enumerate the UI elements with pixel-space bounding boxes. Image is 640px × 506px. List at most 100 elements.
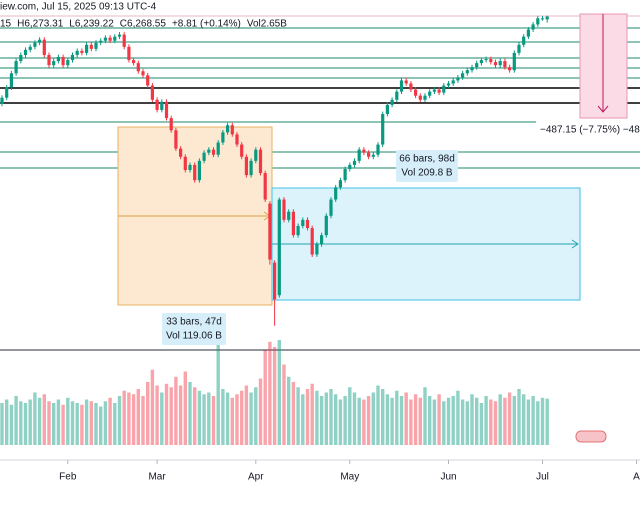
candle-body: [404, 80, 408, 84]
volume-bar: [164, 383, 169, 445]
volume-bar: [338, 399, 343, 445]
candle-body: [287, 211, 291, 220]
legend-item: C6,268.55: [120, 19, 167, 30]
volume-bar: [122, 390, 126, 445]
label-box: [536, 120, 640, 138]
volume-bar: [19, 401, 23, 445]
volume-bar: [376, 385, 380, 445]
candle-body: [80, 50, 84, 53]
candle-body: [127, 46, 131, 61]
volume-bar: [381, 389, 385, 445]
candle-body: [103, 37, 107, 41]
candle-body: [305, 219, 310, 229]
volume-bar: [75, 403, 79, 445]
volume-bar: [23, 403, 28, 445]
candle-body: [221, 132, 225, 143]
volume-bar: [470, 394, 474, 445]
volume-bar: [33, 392, 37, 445]
volume-bar: [0, 403, 4, 445]
candle-body: [277, 199, 281, 296]
volume-bar: [127, 392, 131, 445]
volume-bar: [456, 390, 460, 445]
candle-body: [244, 156, 248, 176]
volume-bar: [489, 399, 493, 445]
candle-body: [367, 152, 371, 157]
legend-item: Vol2.65B: [247, 19, 287, 30]
candle-body: [0, 97, 4, 104]
candle-body: [296, 225, 300, 236]
volume-bar: [545, 398, 549, 445]
candle-body: [451, 80, 455, 84]
event-icon[interactable]: [575, 430, 607, 443]
series: [0, 15, 549, 445]
candle-body: [291, 211, 295, 236]
candle-body: [432, 89, 436, 92]
volume-bar: [150, 369, 155, 445]
candle-body: [338, 180, 342, 188]
x-tick-label: Jul: [536, 472, 549, 483]
x-tick-label: May: [340, 472, 359, 483]
volume-bar: [141, 396, 145, 445]
volume-bar: [197, 390, 202, 445]
legend-item: H6,273.31: [17, 19, 64, 30]
candle-body: [489, 59, 493, 63]
volume-bar: [475, 397, 479, 445]
candle-body: [273, 262, 277, 300]
volume-bar: [526, 399, 531, 445]
candle-body: [263, 173, 267, 200]
candle-body: [70, 54, 75, 61]
volume-bar: [301, 394, 305, 445]
candle-body: [399, 80, 404, 92]
candle-body: [132, 60, 136, 64]
volume-bar: [319, 396, 324, 445]
candle-body: [418, 95, 422, 100]
candle-body: [66, 60, 70, 66]
volume-bar: [244, 385, 249, 445]
volume-bar: [517, 389, 521, 445]
volume-bar: [146, 382, 150, 445]
volume-bar: [117, 396, 122, 445]
range-label: Vol 119.06 B: [166, 331, 222, 342]
candle-body: [423, 95, 427, 100]
volume-bar: [268, 341, 272, 445]
candle-body: [536, 18, 540, 25]
candle-body: [362, 149, 366, 153]
volume-bar: [324, 392, 328, 445]
candle-body: [19, 54, 23, 62]
volume-bar: [498, 394, 502, 445]
volume-bar: [272, 347, 277, 445]
volume-bar: [277, 340, 281, 445]
volume-bar: [310, 383, 314, 445]
candle-body: [216, 142, 220, 155]
source: iew.com, Jul 15, 2025 09:13 UTC-4: [0, 2, 157, 13]
candle-body: [268, 203, 272, 260]
volume-bar: [446, 397, 451, 445]
candle-body: [193, 164, 197, 181]
candle-body: [174, 130, 178, 149]
volume-bar: [183, 371, 187, 445]
candle-body: [207, 149, 211, 153]
volume-bar: [131, 394, 136, 445]
volume-bar: [103, 401, 108, 445]
volume-bar: [352, 392, 357, 445]
candle-body: [61, 57, 65, 66]
candle-body: [428, 91, 432, 96]
candle-body: [442, 85, 446, 93]
volume-bar: [305, 389, 310, 445]
candle-body: [395, 91, 399, 100]
candle-body: [155, 99, 159, 110]
candle-body: [526, 29, 530, 37]
volume-bar: [84, 399, 89, 445]
candle-body: [484, 59, 488, 61]
volume-bar: [428, 396, 432, 445]
candle-body: [136, 63, 140, 72]
volume-bar: [460, 399, 465, 445]
candle-body: [470, 67, 474, 71]
volume-bar: [479, 403, 484, 445]
volume-bar: [216, 343, 220, 445]
candle-body: [42, 39, 46, 55]
candle-body: [531, 24, 535, 30]
candle-body: [545, 16, 549, 20]
volume-bar: [437, 394, 441, 445]
volume-bar: [282, 364, 286, 445]
